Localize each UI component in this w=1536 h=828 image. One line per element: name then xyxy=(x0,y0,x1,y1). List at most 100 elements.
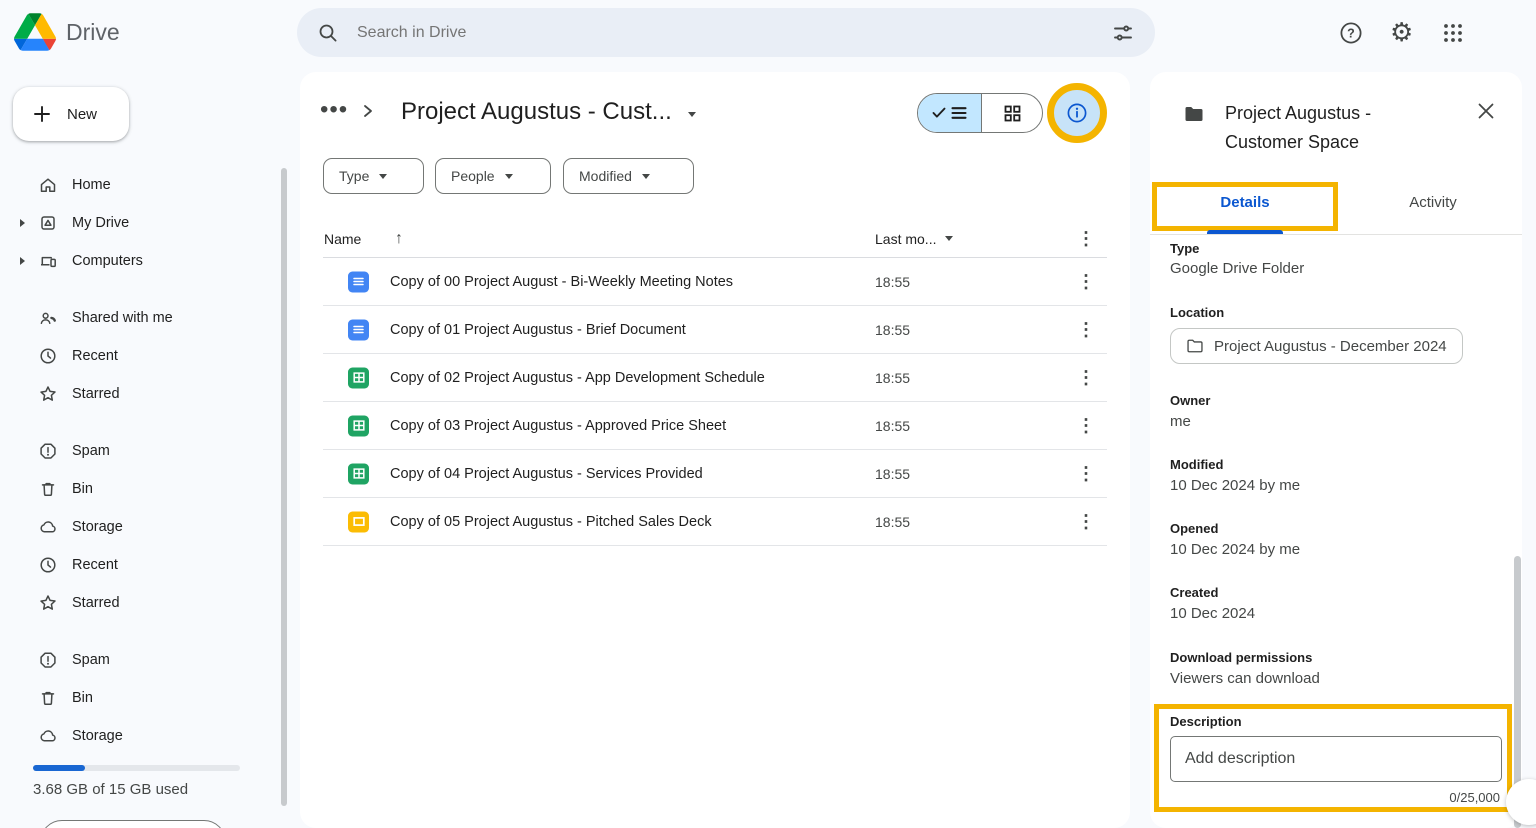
list-view-button[interactable] xyxy=(918,94,982,132)
search-input[interactable] xyxy=(355,22,1111,43)
plus-icon xyxy=(34,106,50,122)
file-options-kebab[interactable]: ⋮ xyxy=(1077,463,1095,483)
file-row[interactable]: Copy of 03 Project Augustus - Approved P… xyxy=(323,402,1107,450)
sort-ascending-icon[interactable]: ↑ xyxy=(395,229,403,247)
expand-chevron-icon[interactable] xyxy=(20,257,38,265)
name-column-header[interactable]: Name xyxy=(324,230,362,247)
modified-value: 10 Dec 2024 by me xyxy=(1170,477,1301,494)
settings-gear-icon[interactable]: ⚙ xyxy=(1390,17,1414,47)
info-icon xyxy=(1067,103,1087,123)
google-sheet-icon xyxy=(348,415,369,436)
sidebar-item-home[interactable]: Home xyxy=(0,166,280,204)
opened-value: 10 Dec 2024 by me xyxy=(1170,541,1301,558)
file-name: Copy of 01 Project Augustus - Brief Docu… xyxy=(390,321,686,338)
app-title: Drive xyxy=(66,18,120,45)
sidebar-item-storage-2[interactable]: Storage xyxy=(0,717,280,755)
filter-chip-modified[interactable]: Modified xyxy=(563,158,694,194)
description-char-counter: 0/25,000 xyxy=(1449,790,1500,805)
modified-label: Modified xyxy=(1170,457,1224,472)
location-chip[interactable]: Project Augustus - December 2024 xyxy=(1170,328,1463,364)
sidebar-item-storage[interactable]: Storage xyxy=(0,508,280,546)
file-modified-time: 18:55 xyxy=(875,417,911,434)
file-options-kebab[interactable]: ⋮ xyxy=(1077,415,1095,435)
drive-logo: Drive xyxy=(14,13,120,51)
location-label: Location xyxy=(1170,305,1225,320)
active-tab-indicator xyxy=(1207,230,1283,234)
expand-chevron-icon[interactable] xyxy=(20,219,38,227)
sidebar-item-bin[interactable]: Bin xyxy=(0,470,280,508)
panel-scrollbar[interactable] xyxy=(1514,556,1521,828)
tab-activity[interactable]: Activity xyxy=(1409,194,1457,211)
clock-icon xyxy=(38,555,58,575)
star-icon xyxy=(38,593,58,613)
sidebar-item-my-drive[interactable]: My Drive xyxy=(0,204,280,242)
sidebar-item-spam-2[interactable]: Spam xyxy=(0,641,280,679)
file-modified-time: 18:55 xyxy=(875,513,911,530)
sidebar-item-computers[interactable]: Computers xyxy=(0,242,280,280)
grid-view-button[interactable] xyxy=(982,94,1042,132)
sidebar-item-recent[interactable]: Recent xyxy=(0,337,280,375)
details-tab-highlight xyxy=(1152,182,1338,231)
info-button-highlight[interactable] xyxy=(1047,83,1107,143)
modified-column-header[interactable]: Last mo... xyxy=(875,231,954,247)
sidebar-item-recent-2[interactable]: Recent xyxy=(0,546,280,584)
file-modified-time: 18:55 xyxy=(875,369,911,386)
tabs-divider xyxy=(1150,234,1522,235)
created-label: Created xyxy=(1170,585,1219,600)
type-value: Google Drive Folder xyxy=(1170,260,1305,277)
file-row[interactable]: Copy of 02 Project Augustus - App Develo… xyxy=(323,354,1107,402)
file-options-kebab[interactable]: ⋮ xyxy=(1077,511,1095,531)
google-sheet-icon xyxy=(348,463,369,484)
panel-title: Project Augustus - Customer Space xyxy=(1225,103,1372,152)
sidebar-item-spam[interactable]: Spam xyxy=(0,432,280,470)
cloud-icon xyxy=(38,517,58,537)
storage-progress xyxy=(33,765,240,771)
file-row[interactable]: Copy of 00 Project August - Bi-Weekly Me… xyxy=(323,258,1107,306)
folder-title-menu[interactable]: Project Augustus - Cust... xyxy=(401,98,696,126)
tab-details[interactable]: Details xyxy=(1220,194,1270,211)
breadcrumb-overflow-button[interactable]: ••• xyxy=(320,96,349,123)
file-name: Copy of 02 Project Augustus - App Develo… xyxy=(390,369,765,386)
google-doc-icon xyxy=(348,271,369,292)
file-options-kebab[interactable]: ⋮ xyxy=(1077,319,1095,339)
view-toggle xyxy=(917,93,1043,133)
details-panel: Project Augustus - Customer Space Detail… xyxy=(1150,72,1522,828)
file-list-header: Name ↑ Last mo... ⋮ xyxy=(323,220,1107,258)
sidebar-item-bin-2[interactable]: Bin xyxy=(0,679,280,717)
filter-chip-people[interactable]: People xyxy=(435,158,551,194)
file-row[interactable]: Copy of 01 Project Augustus - Brief Docu… xyxy=(323,306,1107,354)
apps-grid-icon[interactable] xyxy=(1442,22,1468,48)
description-input[interactable] xyxy=(1170,736,1502,782)
clock-icon xyxy=(38,346,58,366)
drive-logo-icon xyxy=(14,13,56,51)
computers-icon xyxy=(38,251,58,271)
sidebar-scrollbar[interactable] xyxy=(281,168,287,806)
description-highlight xyxy=(1154,704,1512,812)
close-icon[interactable] xyxy=(1476,101,1500,125)
search-options-icon[interactable] xyxy=(1111,21,1135,45)
file-name: Copy of 03 Project Augustus - Approved P… xyxy=(390,417,727,434)
cloud-icon xyxy=(38,726,58,746)
file-row[interactable]: Copy of 04 Project Augustus - Services P… xyxy=(323,450,1107,498)
search-bar[interactable] xyxy=(297,8,1155,57)
folder-icon xyxy=(1183,103,1205,125)
file-name: Copy of 04 Project Augustus - Services P… xyxy=(390,465,703,482)
chevron-down-icon xyxy=(641,173,650,179)
sidebar-item-starred-2[interactable]: Starred xyxy=(0,584,280,622)
my-drive-icon xyxy=(38,213,58,233)
sidebar-item-shared-with-me[interactable]: Shared with me xyxy=(0,299,280,337)
filter-chip-type[interactable]: Type xyxy=(323,158,424,194)
floating-button[interactable] xyxy=(1506,779,1536,825)
sidebar-item-starred[interactable]: Starred xyxy=(0,375,280,413)
page-title: Project Augustus - Cust... xyxy=(401,98,672,125)
column-options-kebab[interactable]: ⋮ xyxy=(1077,228,1095,248)
help-icon[interactable]: ? xyxy=(1338,20,1364,46)
file-options-kebab[interactable]: ⋮ xyxy=(1077,271,1095,291)
get-more-storage-button[interactable] xyxy=(40,820,226,828)
new-button[interactable]: New xyxy=(13,87,129,141)
file-row[interactable]: Copy of 05 Project Augustus - Pitched Sa… xyxy=(323,498,1107,546)
file-options-kebab[interactable]: ⋮ xyxy=(1077,367,1095,387)
star-icon xyxy=(38,384,58,404)
new-button-label: New xyxy=(67,105,98,123)
